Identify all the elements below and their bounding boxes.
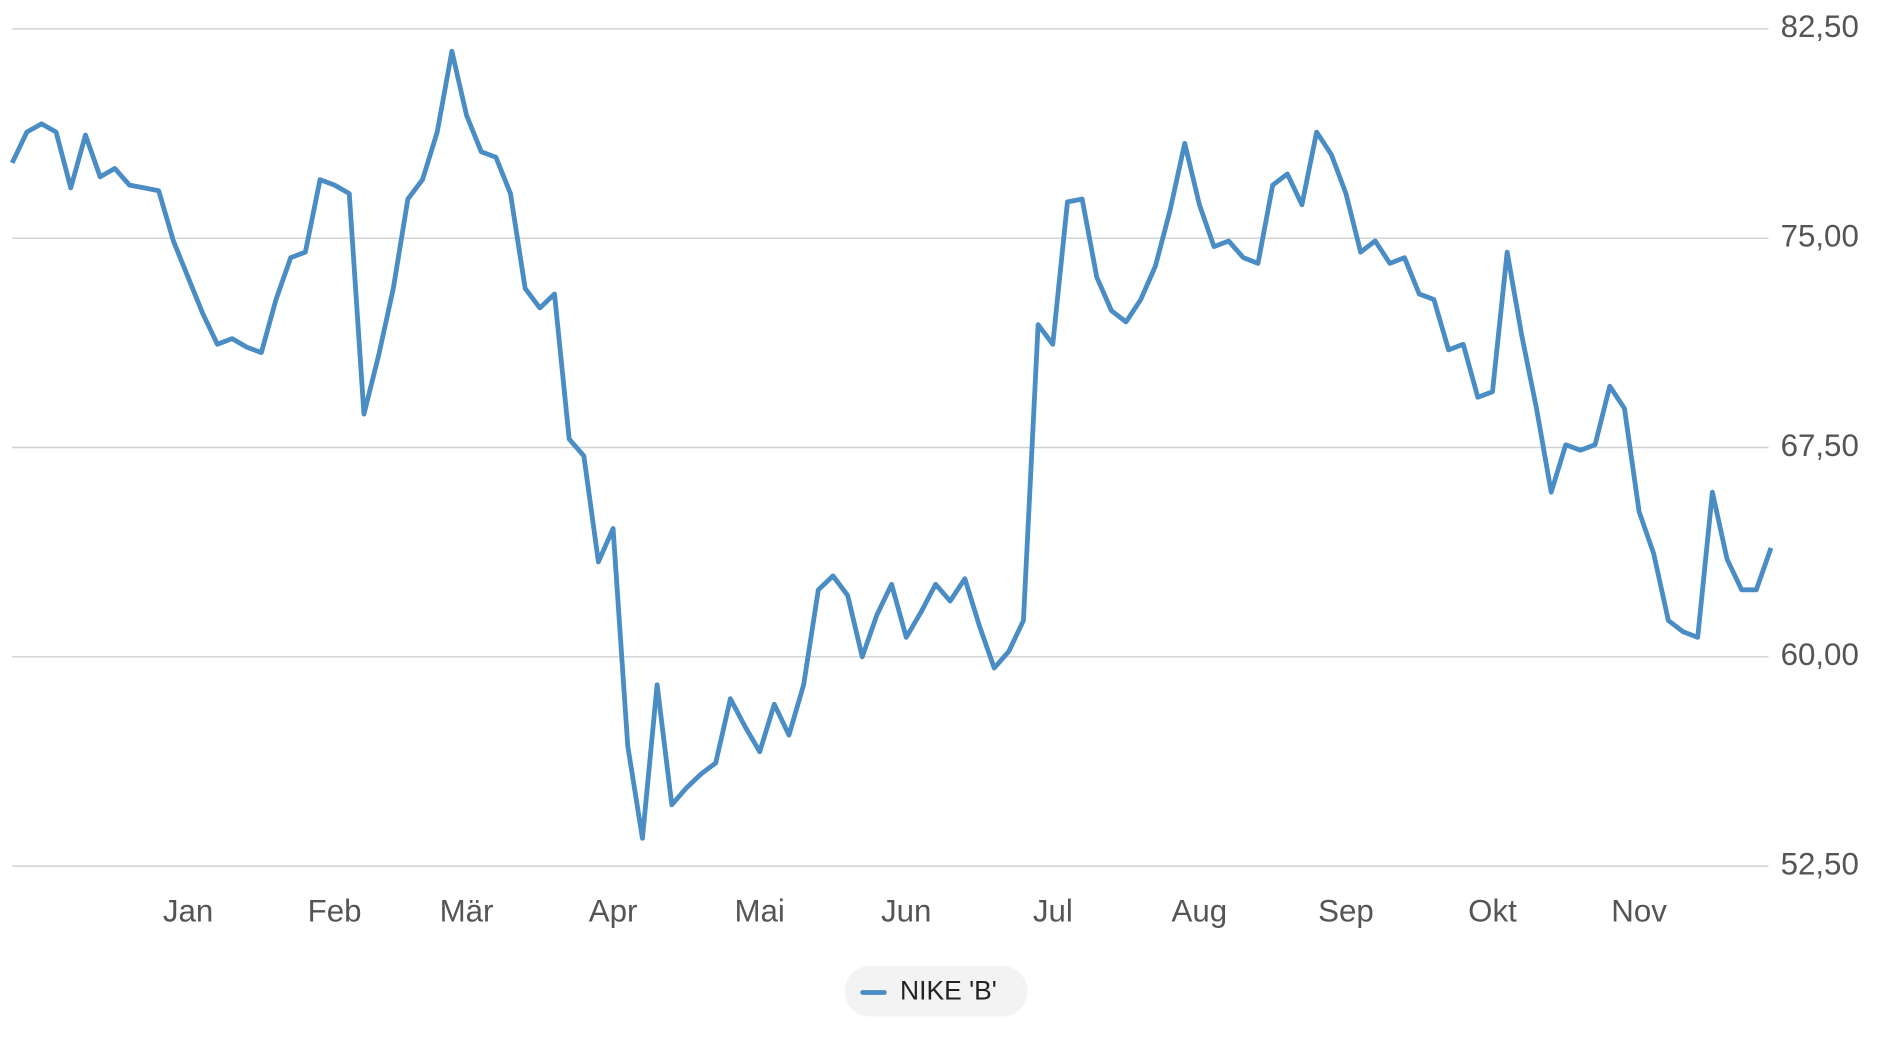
- legend-label: NIKE 'B': [900, 975, 997, 1005]
- x-tick-label: Sep: [1318, 893, 1374, 928]
- legend[interactable]: [844, 966, 1028, 1017]
- x-tick-label: Mai: [734, 893, 784, 928]
- y-tick-label: 60,00: [1781, 637, 1859, 672]
- x-tick-label: Jun: [881, 893, 931, 928]
- y-tick-label: 75,00: [1781, 218, 1859, 253]
- line: [10, 48, 1774, 841]
- x-tick-label: Okt: [1468, 893, 1517, 928]
- x-tick-label: Nov: [1611, 893, 1667, 928]
- x-tick-label: Feb: [308, 893, 362, 928]
- x-tick-label: Apr: [589, 893, 638, 928]
- x-tick-label: Aug: [1172, 893, 1228, 928]
- x-tick-label: Jan: [163, 893, 213, 928]
- x-tick-label: Mär: [440, 893, 494, 928]
- y-tick-label: 67,50: [1781, 428, 1859, 463]
- x-tick-label: Jul: [1033, 893, 1073, 928]
- y-tick-label: 82,50: [1781, 9, 1859, 44]
- y-tick-label: 52,50: [1781, 846, 1859, 881]
